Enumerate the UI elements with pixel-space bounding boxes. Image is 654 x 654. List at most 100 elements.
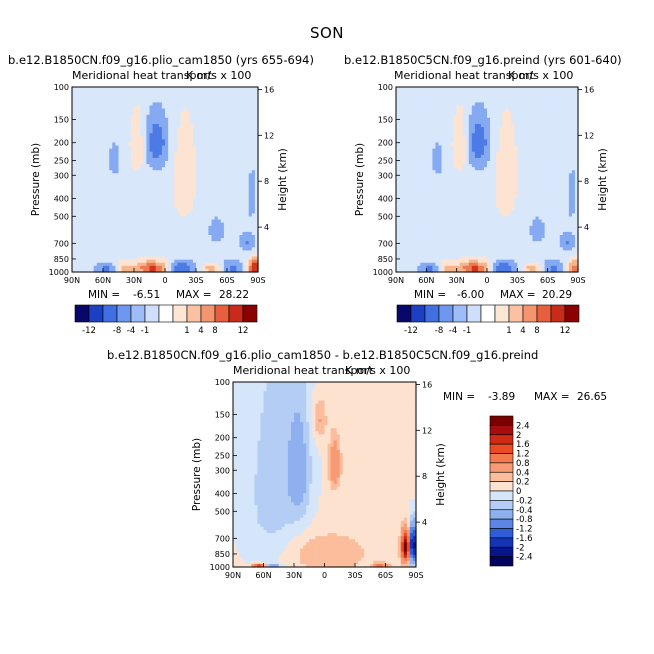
- panel1-cell: [227, 213, 231, 218]
- panel1-cell: [87, 139, 92, 144]
- panel2-cell: [414, 90, 418, 94]
- panel1-cell: [143, 235, 147, 239]
- panel2-cell: [499, 151, 503, 156]
- panel1-cell: [223, 111, 228, 116]
- panel2-cell: [532, 142, 537, 147]
- panel1-cell: [99, 157, 104, 162]
- panel1-cell: [199, 222, 203, 227]
- panel1-cell: [158, 148, 163, 153]
- panel1-cell: [186, 259, 191, 264]
- panel1-cell: [158, 194, 163, 199]
- panel1-cell: [158, 188, 163, 193]
- panel1-cell: [227, 90, 231, 94]
- panel1-cell: [75, 201, 79, 205]
- panel2-cell: [493, 145, 497, 150]
- panel1-cell: [121, 222, 126, 227]
- panel2-cell: [559, 142, 564, 147]
- panel1-cell: [223, 188, 228, 193]
- panel2-cell: [562, 90, 567, 94]
- panel1-cell: [118, 225, 123, 230]
- panel2-cell: [508, 111, 512, 116]
- panel1-cell: [168, 259, 172, 264]
- panel2-cell: [471, 111, 476, 116]
- panel1-cell: [165, 136, 169, 141]
- panel1-cell: [87, 157, 92, 162]
- panel2-cell: [477, 93, 482, 97]
- panel2-cell: [559, 99, 564, 104]
- panel1-cell: [124, 151, 129, 156]
- panel2-cell: [541, 120, 546, 125]
- panel2-cell: [505, 93, 509, 97]
- panel1-cell: [90, 247, 95, 252]
- panel1-cell: [75, 262, 79, 267]
- panel1-cell: [118, 93, 123, 97]
- panel1-cell: [189, 108, 194, 113]
- panel1-cell: [78, 253, 82, 258]
- panel1-cell: [205, 108, 209, 113]
- panel1-cell: [248, 213, 253, 218]
- panel1-cell: [152, 102, 157, 107]
- panel1-cell: [99, 114, 104, 119]
- panel1-cell: [134, 235, 138, 239]
- panel1-cell: [227, 139, 231, 144]
- panel2-cell: [535, 151, 540, 156]
- panel2-cell: [547, 114, 552, 119]
- panel1-cell: [75, 102, 79, 107]
- panel2-cell: [417, 96, 421, 100]
- panel1-cell: [248, 204, 253, 208]
- panel1-cell: [146, 225, 151, 230]
- panel1-cell: [205, 133, 209, 137]
- panel1-cell: [192, 136, 197, 141]
- panel2-cell: [453, 87, 458, 91]
- panel2-cell: [480, 136, 485, 141]
- panel1-cell: [155, 154, 160, 159]
- panel1-cell: [168, 198, 172, 202]
- panel1-cell: [115, 164, 120, 168]
- panel2-case-title: b.e12.B1850C5CN.f09_g16.preind (yrs 601-…: [344, 53, 622, 67]
- panel1-cell: [103, 216, 107, 221]
- panel1-cell: [171, 93, 175, 97]
- panel1-cell: [202, 179, 206, 184]
- panel1-cell: [78, 225, 82, 230]
- panel2-cell: [432, 124, 437, 128]
- panel1-cell: [99, 176, 104, 181]
- panel1-cell: [242, 238, 247, 242]
- panel1-cell: [245, 225, 250, 230]
- panel1-cell: [90, 250, 95, 255]
- panel1-cell: [177, 179, 182, 184]
- panel2-cell: [529, 111, 534, 116]
- panel1-cell: [233, 228, 237, 233]
- panel1-cell: [103, 164, 107, 168]
- panel2-cell: [508, 148, 512, 153]
- panel1-cell: [106, 173, 110, 178]
- panel1-cell: [174, 185, 178, 190]
- panel1-cell: [149, 253, 154, 258]
- panel1-cell: [214, 124, 219, 128]
- panel1-cell: [192, 216, 197, 221]
- panel1-cell: [84, 142, 89, 147]
- panel1-cell: [199, 198, 203, 202]
- panel2-cell: [450, 133, 455, 137]
- panel1-cell: [127, 198, 132, 202]
- panel1-cell: [239, 151, 244, 156]
- panel1-cell: [208, 191, 213, 196]
- panel2-cell: [490, 108, 494, 113]
- panel2-cell: [453, 105, 458, 110]
- panel1-cell: [161, 93, 166, 97]
- panel1-cell: [152, 176, 157, 181]
- panel1-cell: [180, 235, 185, 239]
- panel2-cell: [453, 145, 458, 150]
- panel2-cell: [508, 90, 512, 94]
- panel2-cell: [529, 96, 534, 100]
- panel2-cell: [553, 87, 558, 91]
- panel1-cell: [171, 124, 175, 128]
- panel1-cell: [121, 179, 126, 184]
- panel1-cell: [72, 253, 76, 258]
- panel1-cell: [223, 145, 228, 150]
- panel1-cell: [230, 136, 234, 141]
- panel1-cell: [196, 148, 200, 153]
- panel1-cell: [90, 207, 95, 211]
- panel1-cell: [137, 219, 141, 224]
- panel2-cell: [562, 142, 567, 147]
- panel1-cell: [155, 161, 160, 165]
